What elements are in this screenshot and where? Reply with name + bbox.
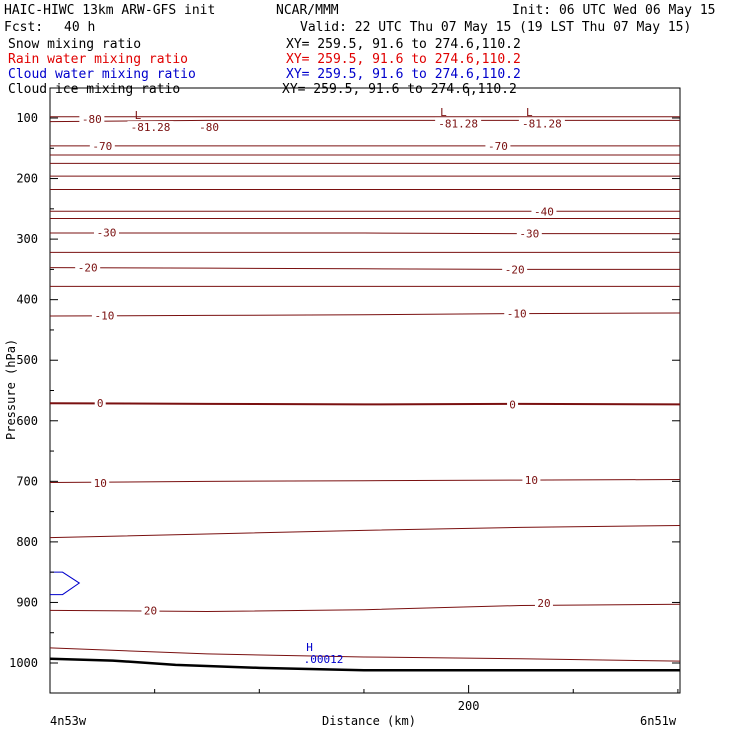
contour-label: -20 xyxy=(505,263,525,276)
cloud-water-outline xyxy=(50,571,81,596)
y-axis-label: Pressure (hPa) xyxy=(4,339,18,440)
contour-label-bg xyxy=(534,597,553,610)
contour-label-bg xyxy=(531,205,557,218)
contour-label: -30 xyxy=(519,228,539,241)
contour-label-bg xyxy=(435,117,482,130)
low-marker: L xyxy=(440,106,447,119)
temperature-contours xyxy=(49,116,681,662)
contour-label: -70 xyxy=(92,140,112,153)
extrema-markers: L L L H.00012 xyxy=(135,106,533,666)
cloud-water-contour xyxy=(50,571,81,596)
contour-label: 20 xyxy=(144,604,157,617)
contour-label: -81.28 xyxy=(131,121,171,134)
contour-label: 20 xyxy=(537,597,550,610)
contour-label-bg xyxy=(504,307,530,320)
isotherm-line xyxy=(49,402,681,406)
low-marker: L xyxy=(526,106,533,119)
isotherm-line xyxy=(49,479,681,484)
low-marker: L xyxy=(135,109,142,122)
contour-label-bg xyxy=(79,113,105,126)
contour-label-bg xyxy=(91,309,117,322)
contour-labels: -80 -81.28 -80 -81.28 -81.28 -70 -70 -40 -30 -30 -… xyxy=(75,113,565,617)
field-snow-name: Snow mixing ratio xyxy=(8,37,141,52)
y-tick-label: 500 xyxy=(16,353,38,367)
contour-label: -70 xyxy=(488,140,508,153)
contour-label-bg xyxy=(516,227,542,240)
x-endpoint-right: 6n51w xyxy=(640,714,677,728)
init-time: Init: 06 UTC Wed 06 May 15 xyxy=(512,3,716,18)
contour-label-bg xyxy=(507,398,519,411)
y-tick-label: 800 xyxy=(16,535,38,549)
contour-label: -30 xyxy=(97,226,117,239)
valid-time: Valid: 22 UTC Thu 07 May 15 (19 LST Thu … xyxy=(300,20,691,35)
x-tick-label: 200 xyxy=(458,699,480,713)
x-endpoint-left: 4n53w xyxy=(50,714,87,728)
contour-label: 0 xyxy=(97,397,104,410)
contour-label-bg xyxy=(141,604,160,617)
y-tick-label: 900 xyxy=(16,595,38,609)
contour-label: 0 xyxy=(509,398,516,411)
isotherm-line xyxy=(49,647,681,662)
terrain-surface xyxy=(49,657,680,672)
contour-label: -80 xyxy=(82,113,102,126)
high-marker: H xyxy=(306,641,313,654)
contour-label-bg xyxy=(89,139,115,152)
contour-label: -40 xyxy=(534,205,554,218)
x-axis-label: Distance (km) xyxy=(322,714,416,728)
contour-label: -81.28 xyxy=(438,117,478,130)
field-snow-xy: XY= 259.5, 91.6 to 274.6,110.2 xyxy=(286,37,521,52)
contour-label-bg xyxy=(485,139,511,152)
isotherm-line xyxy=(49,267,680,270)
contour-label-bg xyxy=(518,117,565,130)
x-axis: 20 0 xyxy=(154,88,679,713)
high-value-label: .00012 xyxy=(304,653,344,666)
isotherm-line xyxy=(49,312,681,317)
contour-label: -10 xyxy=(94,309,114,322)
field-cloudice-xy: XY= 259.5, 91.6 to 274.6,110.2 xyxy=(282,82,517,97)
contour-label: -80 xyxy=(199,121,219,134)
org-label: NCAR/MMM xyxy=(276,3,339,18)
contour-label: -81.28 xyxy=(522,117,562,130)
y-tick-label: 200 xyxy=(16,172,38,186)
contour-label-bg xyxy=(94,226,120,239)
contour-label: -20 xyxy=(78,262,98,275)
y-tick-label: 700 xyxy=(16,474,38,488)
plot-frame xyxy=(49,87,681,694)
contour-label-bg xyxy=(94,397,106,410)
isotherm-line xyxy=(49,119,680,123)
contour-label: 10 xyxy=(525,474,538,487)
field-rain-name: Rain water mixing ratio xyxy=(8,52,188,67)
y-tick-label: 1000 xyxy=(9,656,38,670)
isotherm-line xyxy=(49,525,681,539)
y-tick-label: 600 xyxy=(16,414,38,428)
contour-label-bg xyxy=(75,261,101,274)
model-title: HAIC-HIWC 13km ARW-GFS init xyxy=(4,3,215,18)
y-tick-label: 300 xyxy=(16,232,38,246)
field-cloudice-name: Cloud ice mixing ratio xyxy=(8,82,180,97)
field-cloudwater-xy: XY= 259.5, 91.6 to 274.6,110.2 xyxy=(286,67,521,82)
contour-label-bg xyxy=(127,121,174,134)
fcst-label: Fcst: xyxy=(4,20,43,35)
y-tick-label: 100 xyxy=(16,111,38,125)
contour-label-bg xyxy=(196,121,222,134)
contour-label: -10 xyxy=(507,308,527,321)
field-cloudwater-name: Cloud water mixing ratio xyxy=(8,67,196,82)
isotherm-line xyxy=(50,232,680,235)
contour-label-bg xyxy=(91,477,110,490)
fcst-value: 40 h xyxy=(64,20,95,35)
contour-label-bg xyxy=(522,474,541,487)
contour-label-bg xyxy=(502,263,528,276)
field-rain-xy: XY= 259.5, 91.6 to 274.6,110.2 xyxy=(286,52,521,67)
terrain-line xyxy=(49,657,680,672)
contour-label: 10 xyxy=(94,477,107,490)
y-tick-label: 400 xyxy=(16,293,38,307)
